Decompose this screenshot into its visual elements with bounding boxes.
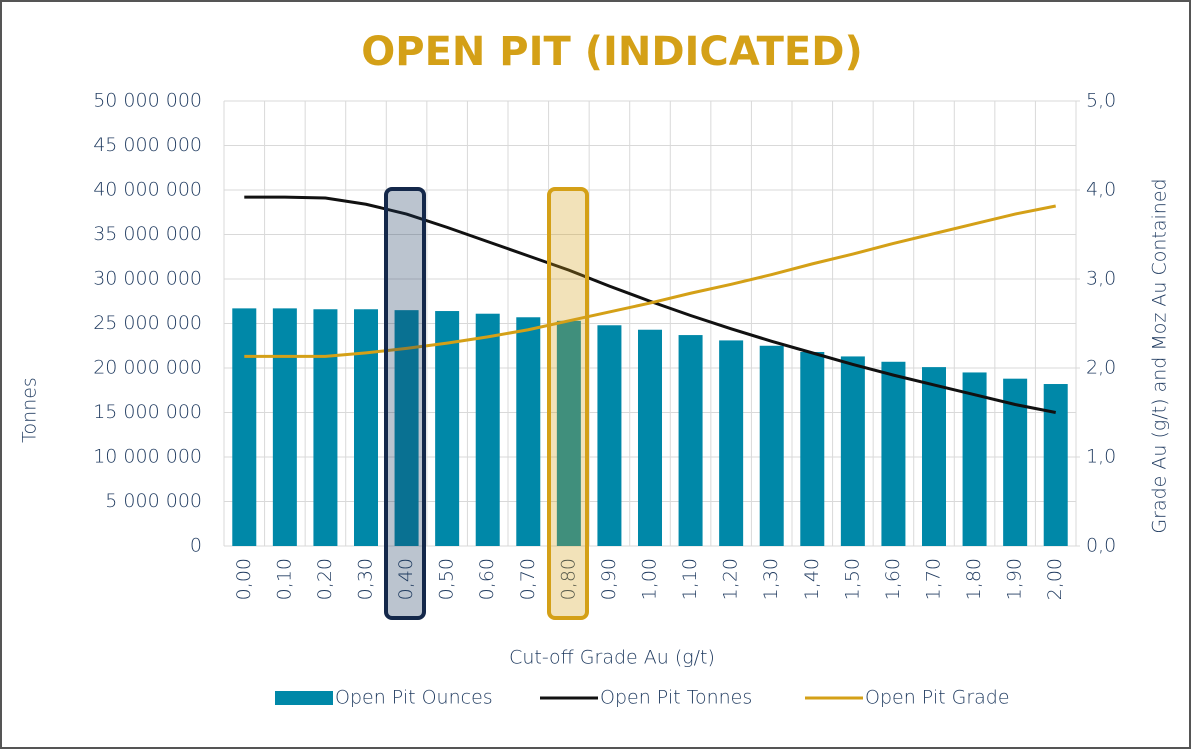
bar xyxy=(516,317,541,546)
x-tick-label: 1,10 xyxy=(679,558,701,600)
bar xyxy=(232,308,257,546)
bar xyxy=(922,367,946,546)
y-tick-label: 20 000 000 xyxy=(93,357,202,379)
x-tick-label: 1,00 xyxy=(639,558,661,600)
line xyxy=(244,195,1057,414)
y2-tick-label: 2,0 xyxy=(1086,357,1116,379)
x-tick-label: 0,30 xyxy=(355,558,377,600)
x-tick-label: 0,90 xyxy=(598,558,620,600)
bar xyxy=(354,309,378,546)
y-tick-label: 15 000 000 xyxy=(93,401,202,423)
x-tick-label: 1,80 xyxy=(963,558,985,600)
y2-tick-label: 1,0 xyxy=(1086,446,1116,468)
legend-label: Open Pit Tonnes xyxy=(600,687,752,709)
bar xyxy=(597,325,622,546)
bar xyxy=(678,335,703,546)
x-tick-label: 0,40 xyxy=(395,558,417,600)
x-tick-label: 0,10 xyxy=(273,558,295,600)
x-tick-label: 0,20 xyxy=(314,558,336,600)
bar xyxy=(719,340,744,546)
bar xyxy=(1003,378,1028,546)
bar xyxy=(759,345,784,546)
x-tick-label: 1,50 xyxy=(841,558,863,600)
x-tick-label: 1,60 xyxy=(882,558,904,600)
y-tick-label: 50 000 000 xyxy=(93,90,202,112)
y2-tick-label: 0,0 xyxy=(1086,535,1116,557)
bar xyxy=(840,356,865,546)
x-tick-label: 1,40 xyxy=(801,558,823,600)
highlight-box xyxy=(547,187,589,620)
y-tick-label: 0 xyxy=(190,535,202,557)
highlight-box xyxy=(384,187,426,620)
y2-tick-label: 3,0 xyxy=(1086,268,1116,290)
line xyxy=(244,204,1057,358)
chart-title: OPEN PIT (INDICATED) xyxy=(361,29,862,75)
bar xyxy=(1043,384,1068,546)
bar xyxy=(475,313,500,546)
y-tick-label: 45 000 000 xyxy=(93,134,202,156)
y-tick-label: 35 000 000 xyxy=(93,223,202,245)
legend-label: Open Pit Grade xyxy=(865,687,1010,709)
x-tick-label: 1,70 xyxy=(923,558,945,600)
y-tick-label: 30 000 000 xyxy=(93,268,202,290)
bar xyxy=(962,372,987,546)
y-tick-label: 5 000 000 xyxy=(105,490,202,512)
x-tick-label: 0,70 xyxy=(517,558,539,600)
x-tick-label: 1,20 xyxy=(720,558,742,600)
bar xyxy=(313,309,338,546)
legend-swatch xyxy=(275,691,333,705)
y2-axis-label: Grade Au (g/t) and Moz Au Contained xyxy=(1149,178,1171,533)
x-tick-label: 1,90 xyxy=(1004,558,1026,600)
bar xyxy=(881,361,906,546)
x-tick-label: 2,00 xyxy=(1044,558,1066,600)
y2-tick-label: 5,0 xyxy=(1086,90,1116,112)
bar xyxy=(556,320,581,546)
x-axis-label: Cut-off Grade Au (g/t) xyxy=(509,647,715,669)
x-tick-label: 0,80 xyxy=(557,558,579,600)
y-tick-label: 10 000 000 xyxy=(93,446,202,468)
x-tick-label: 0,50 xyxy=(436,558,458,600)
x-tick-label: 0,60 xyxy=(476,558,498,600)
legend-label: Open Pit Ounces xyxy=(335,687,493,709)
x-tick-label: 1,30 xyxy=(760,558,782,600)
y-axis-label: Tonnes xyxy=(19,377,41,443)
x-tick-label: 0,00 xyxy=(233,558,255,600)
bar xyxy=(272,308,297,546)
bar xyxy=(435,311,460,546)
bar xyxy=(638,329,662,546)
y2-tick-label: 4,0 xyxy=(1086,179,1116,201)
y-tick-label: 25 000 000 xyxy=(93,312,202,334)
bar xyxy=(800,351,825,546)
y-tick-label: 40 000 000 xyxy=(93,179,202,201)
